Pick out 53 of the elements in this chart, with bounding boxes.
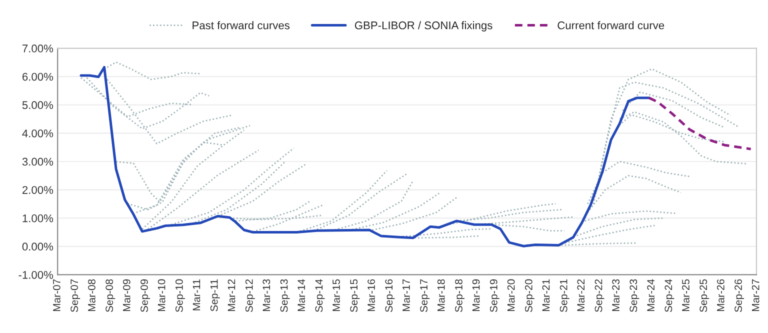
x-tick-label: Sep-24 xyxy=(664,279,674,312)
x-tick-label: Mar-11 xyxy=(192,279,200,310)
x-tick-label: Mar-17 xyxy=(402,279,410,312)
x-tick-label: Sep-25 xyxy=(700,279,710,312)
x-tick-label: Mar-19 xyxy=(472,279,480,312)
x-tick-label: Mar-16 xyxy=(368,279,375,312)
x-tick-label: Mar-22 xyxy=(577,279,585,312)
y-tick-label: 5.00% xyxy=(22,101,54,110)
x-tick-label: Sep-15 xyxy=(350,279,360,312)
x-tick-label: Sep-21 xyxy=(560,279,570,312)
y-tick-label: 1.00% xyxy=(22,214,54,222)
x-tick-label: Sep-08 xyxy=(106,279,116,312)
x-tick-label: Mar-08 xyxy=(88,279,96,312)
y-tick-label: 2.00% xyxy=(22,186,54,194)
x-tick-label: Sep-20 xyxy=(524,279,534,312)
x-tick-label: Mar-20 xyxy=(507,279,515,312)
x-tick-label: Sep-14 xyxy=(315,279,325,312)
x-tick-label: Mar-15 xyxy=(332,279,340,312)
x-tick-label: Mar-25 xyxy=(682,279,690,312)
x-tick-label: Sep-18 xyxy=(455,279,464,312)
y-tick-label: 4.00% xyxy=(22,129,54,138)
x-tick-label: Mar-18 xyxy=(437,279,445,312)
x-tick-label: Sep-11 xyxy=(210,279,220,312)
x-tick-label: Sep-26 xyxy=(734,279,744,312)
x-tick-label: Mar-13 xyxy=(262,279,270,312)
x-tick-label: Mar-21 xyxy=(542,279,550,312)
y-tick-label: 0.00% xyxy=(22,242,54,251)
x-tick-label: Mar-27 xyxy=(752,279,760,312)
x-tick-label: Sep-22 xyxy=(594,279,604,312)
x-tick-label: Mar-26 xyxy=(716,279,724,312)
x-tick-label: Mar-10 xyxy=(158,279,166,312)
legend-label: Current forward curve xyxy=(558,21,664,30)
x-tick-label: Sep-19 xyxy=(490,279,500,312)
x-tick-label: Sep-16 xyxy=(385,279,395,312)
x-tick-label: Sep-17 xyxy=(420,279,430,312)
x-tick-label: Sep-10 xyxy=(175,279,185,312)
x-tick-label: Sep-12 xyxy=(245,279,255,312)
x-tick-label: Mar-09 xyxy=(122,279,130,312)
y-tick-label: 6.00% xyxy=(22,72,54,81)
x-tick-label: Sep-07 xyxy=(70,279,80,312)
x-tick-label: Sep-13 xyxy=(280,279,290,312)
x-tick-label: Mar-12 xyxy=(228,279,236,312)
y-tick-label: 7.00% xyxy=(22,44,54,52)
x-tick-label: Mar-07 xyxy=(53,279,60,312)
legend-label: GBP-LIBOR / SONIA fixings xyxy=(354,21,492,32)
y-tick-label: -1.00% xyxy=(18,270,54,279)
x-tick-label: Mar-14 xyxy=(298,279,306,312)
y-tick-label: 3.00% xyxy=(22,158,54,166)
x-tick-label: Mar-24 xyxy=(647,279,655,312)
legend-label: Past forward curves xyxy=(192,21,290,30)
x-tick-label: Sep-09 xyxy=(140,279,150,312)
x-tick-label: Sep-23 xyxy=(630,279,640,312)
x-tick-label: Mar-23 xyxy=(612,279,620,312)
